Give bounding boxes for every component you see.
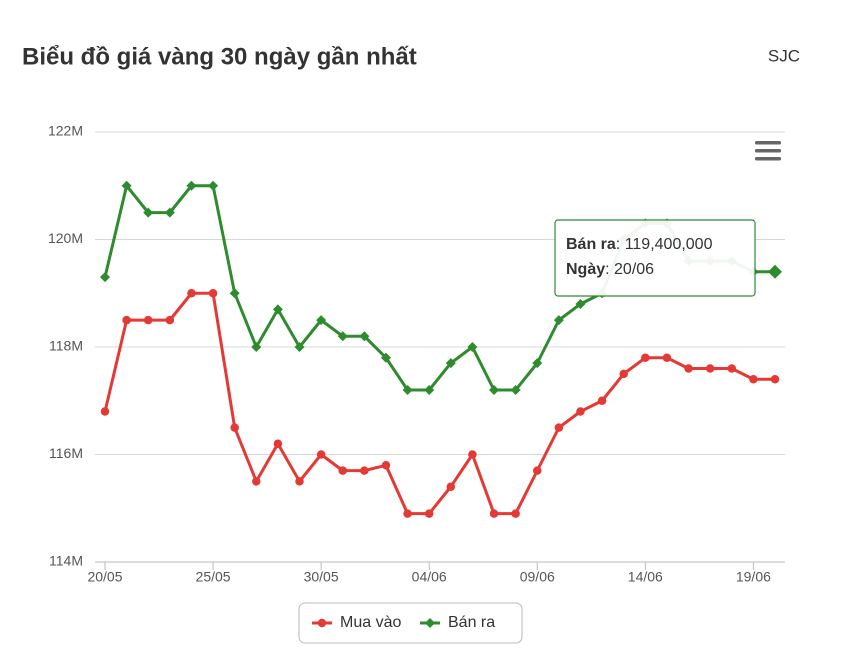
data-point[interactable] xyxy=(338,466,347,475)
tooltip-value: : 119,400,000 xyxy=(616,236,713,253)
data-point[interactable] xyxy=(403,509,412,518)
data-point[interactable] xyxy=(554,423,564,432)
legend-marker xyxy=(317,618,327,628)
data-point[interactable] xyxy=(446,482,456,492)
data-point[interactable] xyxy=(208,180,219,191)
data-point[interactable] xyxy=(510,385,521,395)
data-point[interactable] xyxy=(294,342,305,352)
tooltip-label: Ngày xyxy=(566,261,605,278)
data-point[interactable] xyxy=(597,396,607,406)
y-tick-label: 118M xyxy=(49,338,83,354)
y-tick-label: 122M xyxy=(48,123,83,139)
data-point[interactable] xyxy=(164,207,175,218)
series-line xyxy=(103,291,775,516)
legend-box xyxy=(298,602,523,644)
data-point[interactable] xyxy=(165,315,175,325)
tooltip-value: : 20/06 xyxy=(605,261,654,278)
data-point[interactable] xyxy=(316,450,326,459)
data-point[interactable] xyxy=(662,353,672,363)
data-point[interactable] xyxy=(360,466,369,475)
data-point[interactable] xyxy=(511,509,520,518)
data-point[interactable] xyxy=(251,342,262,352)
data-point[interactable] xyxy=(143,315,153,325)
data-point[interactable] xyxy=(208,289,218,298)
data-point[interactable] xyxy=(122,315,131,325)
data-point[interactable] xyxy=(273,439,283,449)
data-point[interactable] xyxy=(468,450,477,459)
data-point[interactable] xyxy=(316,315,327,326)
y-tick-label: 116M xyxy=(49,445,83,461)
data-point[interactable] xyxy=(533,466,542,475)
data-point[interactable] xyxy=(489,509,499,518)
data-point[interactable] xyxy=(553,315,564,326)
data-point[interactable] xyxy=(402,385,413,395)
tooltip-line: Bán ra: 119,400,000 xyxy=(566,236,713,253)
data-point[interactable] xyxy=(619,369,628,379)
data-point[interactable] xyxy=(187,289,196,298)
menu-bar xyxy=(755,149,781,153)
chart-subtitle: SJC xyxy=(768,46,800,65)
data-point[interactable] xyxy=(424,509,434,518)
data-point[interactable] xyxy=(380,352,391,363)
y-tick-label: 114M xyxy=(49,553,83,569)
data-point[interactable] xyxy=(684,364,693,373)
menu-bar xyxy=(755,141,781,145)
data-point[interactable] xyxy=(230,423,239,432)
data-point[interactable] xyxy=(749,375,758,384)
data-point[interactable] xyxy=(143,207,154,218)
data-point[interactable] xyxy=(705,364,715,373)
data-point[interactable] xyxy=(272,304,283,315)
data-point[interactable] xyxy=(770,375,780,384)
legend-item[interactable]: Mua vào xyxy=(312,614,401,631)
menu-button[interactable] xyxy=(755,141,781,161)
legend-label: Bán ra xyxy=(448,614,495,631)
x-tick-label: 14/06 xyxy=(628,569,663,585)
tooltip-box xyxy=(554,219,756,297)
data-point[interactable] xyxy=(100,407,110,416)
x-tick-label: 25/05 xyxy=(196,569,231,585)
tooltip-line: Ngày: 20/06 xyxy=(566,261,654,278)
legend-item[interactable]: Bán ra xyxy=(420,614,495,631)
data-point[interactable] xyxy=(576,407,585,416)
data-point[interactable] xyxy=(337,331,348,342)
data-point[interactable] xyxy=(727,364,737,373)
legend-label: Mua vào xyxy=(340,614,401,631)
data-point[interactable] xyxy=(489,385,500,395)
y-tick-label: 120M xyxy=(48,230,83,246)
data-point[interactable] xyxy=(100,272,110,283)
data-point[interactable] xyxy=(641,353,650,363)
data-point[interactable] xyxy=(359,331,370,342)
legend-marker xyxy=(425,618,435,628)
data-point[interactable] xyxy=(186,180,197,191)
data-point[interactable] xyxy=(229,288,240,299)
data-point[interactable] xyxy=(121,180,132,191)
data-point[interactable] xyxy=(424,385,435,395)
chart-title: Biểu đồ giá vàng 30 ngày gần nhất xyxy=(22,43,417,70)
data-point[interactable] xyxy=(532,358,543,369)
data-point[interactable] xyxy=(295,477,304,486)
data-point[interactable] xyxy=(575,299,586,309)
data-point-hover[interactable] xyxy=(768,264,782,279)
data-point[interactable] xyxy=(445,358,456,369)
menu-bar xyxy=(755,157,781,161)
x-tick-label: 30/05 xyxy=(304,569,339,585)
x-tick-label: 04/06 xyxy=(412,569,447,585)
data-point[interactable] xyxy=(467,342,478,352)
data-point[interactable] xyxy=(381,461,391,470)
x-tick-label: 19/06 xyxy=(736,569,771,585)
tooltip: Bán ra: 119,400,000 Ngày: 20/06 xyxy=(554,219,756,297)
data-point[interactable] xyxy=(252,477,261,486)
tooltip-label: Bán ra xyxy=(566,236,616,253)
x-tick-label: 09/06 xyxy=(520,569,555,585)
x-tick-label: 20/05 xyxy=(87,569,122,585)
